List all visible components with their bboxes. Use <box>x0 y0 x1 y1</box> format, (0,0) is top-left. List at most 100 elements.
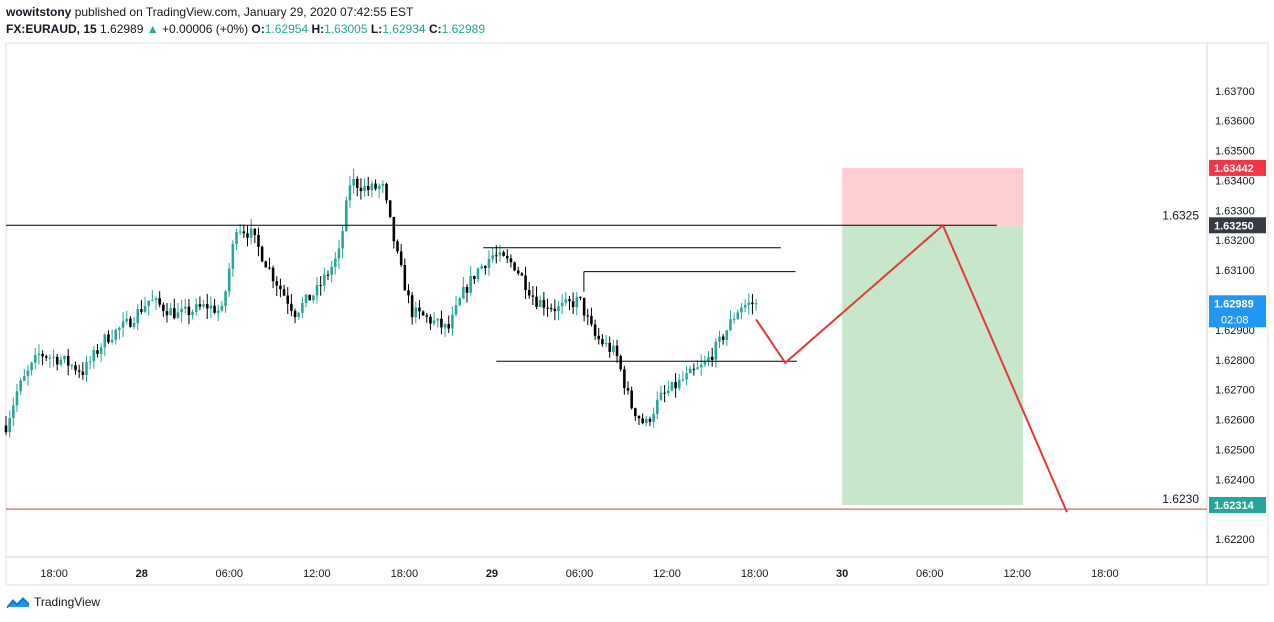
candle-body <box>473 276 476 280</box>
candle-body <box>33 355 37 363</box>
high-label: H: <box>311 22 325 36</box>
x-tick-label: 12:00 <box>1004 568 1032 580</box>
candle-body <box>315 285 319 296</box>
price-label-bg-0 <box>1209 159 1266 176</box>
candle-body <box>546 307 549 309</box>
x-tick-label: 18:00 <box>1091 568 1119 580</box>
candle-body <box>136 309 140 324</box>
candle-body <box>55 356 59 365</box>
author-name[interactable]: wowitstony <box>6 5 72 19</box>
candle-body <box>92 350 96 362</box>
candle-body <box>377 185 381 189</box>
candle-body <box>630 390 633 409</box>
candle-body <box>114 329 118 340</box>
candle-body <box>264 261 268 268</box>
candle-body <box>209 305 213 309</box>
candle-body <box>648 418 652 422</box>
candle-body <box>410 295 414 318</box>
candle-body <box>703 361 707 365</box>
publish-info: wowitstony published on TradingView.com,… <box>6 5 413 20</box>
candle-body <box>59 359 63 365</box>
candle-body <box>268 267 271 269</box>
candle-body <box>355 178 359 188</box>
candle-body <box>615 345 619 357</box>
y-tick-label: 1.62200 <box>1215 534 1255 546</box>
candle-body <box>527 290 531 296</box>
y-tick-label: 1.63300 <box>1215 205 1255 217</box>
candle-body <box>699 364 703 368</box>
candle-body <box>319 285 322 287</box>
candle-body <box>520 273 524 276</box>
candle-body <box>202 304 205 307</box>
candle-body <box>15 391 19 406</box>
candle-body <box>323 274 326 286</box>
candle-body <box>751 302 754 305</box>
x-tick-label: 18:00 <box>741 568 769 580</box>
candle-body <box>198 304 202 307</box>
candle-body <box>253 228 257 236</box>
candle-body <box>421 311 425 316</box>
candle-body <box>418 307 421 312</box>
candle-body <box>681 379 685 381</box>
candle-body <box>509 258 513 263</box>
candle-body <box>66 355 70 366</box>
candle-body <box>535 296 538 307</box>
candle-body <box>538 299 542 307</box>
candle-body <box>513 262 516 271</box>
candle-body <box>359 187 363 192</box>
candle-body <box>579 296 582 298</box>
candle-body <box>290 303 293 311</box>
symbol-label[interactable]: FX:EURAUD, 15 <box>6 22 97 36</box>
candle-body <box>403 265 407 291</box>
candle-body <box>341 231 344 249</box>
candle-body <box>710 356 714 360</box>
high-value: 1.63005 <box>324 22 368 36</box>
candle-body <box>99 347 103 354</box>
stop-zone <box>842 167 1024 226</box>
candle-body <box>436 318 440 321</box>
candle-body <box>140 309 143 312</box>
legend-row: FX:EURAUD, 15 1.62989 ▲ +0.00006 (+0%) O… <box>6 22 485 37</box>
candle-body <box>227 268 231 292</box>
candle-body <box>604 342 608 345</box>
candle-body <box>582 297 586 316</box>
candle-body <box>729 319 732 331</box>
candle-body <box>626 388 630 391</box>
candle-body <box>151 299 154 301</box>
candle-body <box>165 311 169 316</box>
candle-body <box>184 306 187 309</box>
level-text-0: 1.6325 <box>1162 208 1199 222</box>
price-label-bg-3 <box>1209 497 1266 514</box>
candle-body <box>754 303 758 305</box>
candle-body <box>48 357 52 359</box>
countdown-label: 02:08 <box>1221 314 1249 326</box>
candle-body <box>118 327 121 330</box>
x-tick-label: 06:00 <box>916 568 944 580</box>
y-tick-label: 1.62800 <box>1215 355 1255 367</box>
x-tick-label: 18:00 <box>391 568 419 580</box>
candle-body <box>560 302 564 307</box>
y-tick-label: 1.62700 <box>1215 385 1255 397</box>
candle-body <box>645 418 648 424</box>
candle-body <box>659 392 663 400</box>
candle-body <box>85 362 88 376</box>
candle-body <box>180 308 183 313</box>
candle-body <box>77 370 81 372</box>
candle-body <box>714 341 718 360</box>
candle-body <box>282 289 286 296</box>
candle-body <box>505 255 509 259</box>
candle-body <box>103 334 107 348</box>
open-value: 1.62954 <box>264 22 309 36</box>
x-tick-label: 30 <box>836 568 848 580</box>
y-tick-label: 1.62400 <box>1215 474 1255 486</box>
candle-body <box>4 425 8 433</box>
candle-body <box>224 291 227 306</box>
tradingview-logo[interactable]: TradingView <box>6 595 100 609</box>
candle-body <box>44 356 48 358</box>
x-tick-label: 06:00 <box>216 568 244 580</box>
candle-body <box>242 231 246 234</box>
candle-body <box>337 248 341 259</box>
brand-name: TradingView <box>34 595 101 609</box>
candle-body <box>370 183 374 191</box>
